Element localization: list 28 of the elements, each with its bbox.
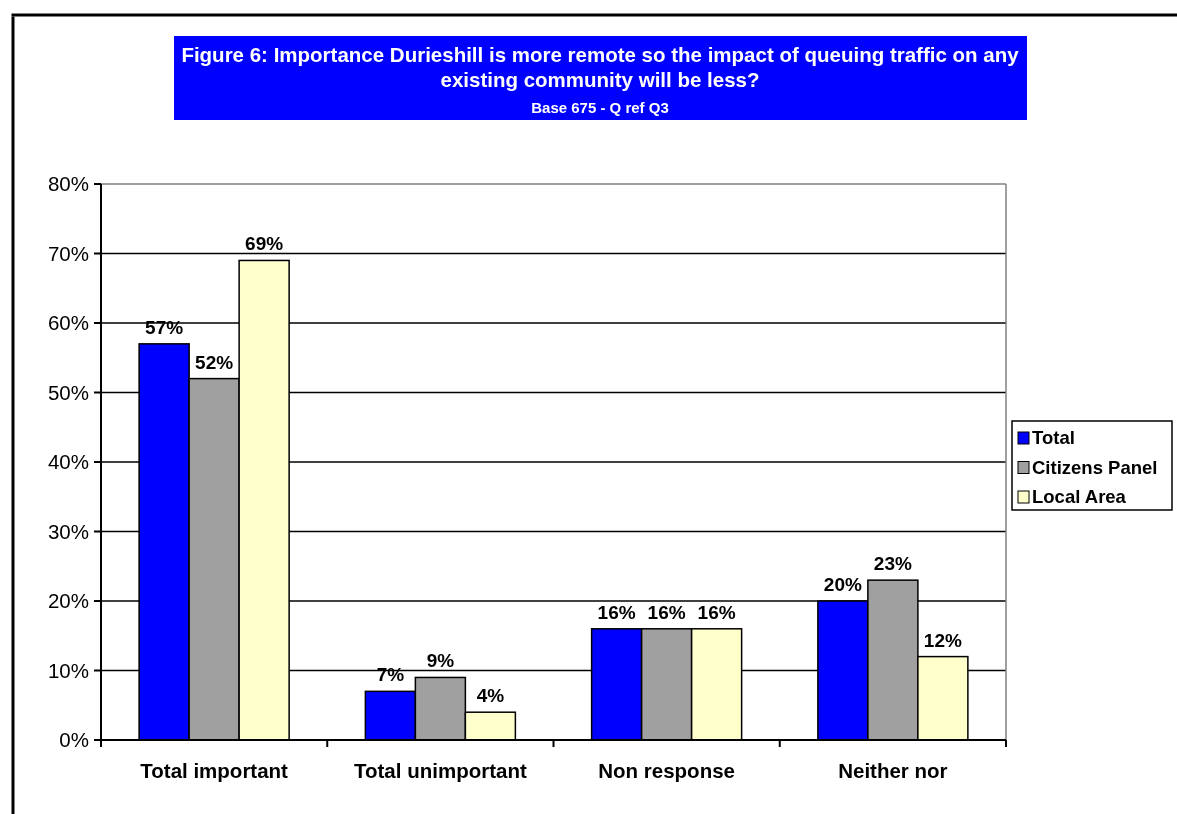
- y-tick-label: 10%: [47, 658, 89, 682]
- y-tick-label: 20%: [47, 589, 89, 613]
- chart-subtitle: Base 675 - Q ref Q3: [531, 99, 669, 116]
- data-label: 69%: [245, 233, 284, 255]
- data-label: 52%: [195, 351, 234, 373]
- y-tick-label: 40%: [47, 450, 89, 474]
- x-tick-label: Neither nor: [838, 759, 948, 782]
- legend-label: Citizens Panel: [1032, 456, 1158, 478]
- data-label: 16%: [597, 601, 636, 623]
- y-tick-label: 30%: [47, 519, 89, 543]
- y-tick-label: 70%: [47, 241, 89, 265]
- legend-label: Local Area: [1032, 486, 1127, 508]
- data-label: 23%: [873, 553, 912, 575]
- chart-title: Figure 6: Importance Durieshill is more remote so the impact of queuing traffic on any existing community will be less?: [181, 43, 1020, 91]
- data-label: 4%: [476, 685, 505, 707]
- x-tick-label: Total unimportant: [354, 759, 527, 782]
- y-tick-label: 80%: [47, 172, 89, 196]
- data-label: 12%: [923, 629, 962, 651]
- data-label: 9%: [426, 650, 455, 672]
- data-label: 16%: [647, 601, 686, 623]
- legend-label: Total: [1032, 427, 1075, 449]
- data-label: 20%: [823, 574, 862, 595]
- x-tick-label: Non response: [598, 759, 735, 782]
- x-tick-label: Total important: [140, 759, 289, 782]
- y-tick-label: 60%: [47, 311, 89, 335]
- y-tick-label: 0%: [59, 728, 89, 752]
- data-label: 16%: [697, 601, 736, 623]
- y-tick-label: 50%: [47, 380, 89, 404]
